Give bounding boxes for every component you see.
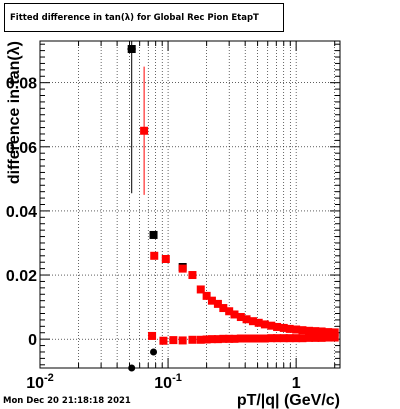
data-point bbox=[148, 331, 157, 340]
data-point bbox=[324, 328, 333, 337]
data-point bbox=[230, 334, 239, 343]
data-point bbox=[213, 299, 222, 308]
series-2 bbox=[140, 66, 339, 337]
data-point bbox=[298, 334, 307, 343]
data-point bbox=[285, 324, 294, 333]
data-point bbox=[248, 334, 257, 343]
data-point bbox=[178, 336, 187, 345]
series-3 bbox=[148, 331, 339, 345]
data-point bbox=[178, 264, 187, 273]
data-point bbox=[202, 335, 211, 344]
data-point bbox=[161, 255, 170, 263]
data-point bbox=[279, 334, 288, 343]
data-point bbox=[219, 304, 228, 313]
data-point bbox=[207, 335, 216, 344]
y-tick-label: 0.06 bbox=[6, 140, 37, 157]
data-point bbox=[236, 313, 245, 322]
plot-frame bbox=[39, 40, 341, 369]
data-point bbox=[267, 321, 276, 330]
data-point bbox=[248, 317, 257, 326]
y-axis-label: difference in tan(λ) bbox=[6, 41, 23, 184]
data-marks bbox=[127, 41, 339, 372]
data-point bbox=[202, 291, 211, 300]
data-point bbox=[260, 320, 269, 329]
data-point bbox=[260, 334, 269, 343]
axis-ticks bbox=[39, 41, 340, 368]
data-point bbox=[292, 325, 301, 334]
grid bbox=[39, 41, 340, 368]
y-tick-label: 0.04 bbox=[6, 204, 37, 221]
data-point bbox=[254, 318, 263, 327]
data-point bbox=[279, 323, 288, 332]
data-point bbox=[230, 310, 239, 319]
data-point bbox=[304, 326, 313, 335]
data-point bbox=[317, 333, 326, 342]
data-point bbox=[225, 334, 234, 343]
timestamp-footer: Mon Dec 20 21:18:18 2021 bbox=[3, 396, 131, 406]
series-1 bbox=[127, 348, 158, 372]
data-point bbox=[128, 364, 136, 372]
data-point bbox=[127, 45, 136, 54]
x-tick-label: 10-2 bbox=[26, 372, 54, 392]
x-tick-label: 10-1 bbox=[154, 372, 182, 392]
y-tick-label: 0.02 bbox=[6, 268, 37, 285]
data-point bbox=[242, 315, 251, 324]
data-point bbox=[196, 335, 205, 344]
data-point bbox=[292, 334, 301, 343]
data-point bbox=[285, 334, 294, 343]
chart-title-box: Fitted difference in tan(λ) for Global R… bbox=[4, 3, 284, 32]
data-point bbox=[196, 285, 205, 294]
data-point bbox=[324, 333, 333, 342]
data-point bbox=[159, 336, 168, 345]
data-point bbox=[236, 334, 245, 343]
data-point bbox=[188, 271, 197, 280]
data-point bbox=[140, 126, 149, 135]
data-point bbox=[150, 251, 159, 260]
x-axis-label: pT/|q| (GeV/c) bbox=[237, 392, 340, 409]
data-point bbox=[317, 327, 326, 336]
data-point bbox=[150, 348, 158, 356]
data-point bbox=[149, 230, 158, 239]
data-point bbox=[188, 335, 197, 344]
data-point bbox=[273, 334, 282, 343]
data-point bbox=[330, 333, 339, 342]
data-point bbox=[311, 327, 320, 336]
chart-title: Fitted difference in tan(λ) for Global R… bbox=[10, 12, 259, 23]
data-point bbox=[207, 296, 216, 305]
y-tick-label: 0.08 bbox=[6, 76, 37, 93]
data-point bbox=[298, 326, 307, 335]
data-point bbox=[304, 333, 313, 342]
y-tick-label: 0 bbox=[28, 332, 37, 349]
data-point bbox=[273, 322, 282, 331]
data-point bbox=[219, 334, 228, 343]
data-point bbox=[267, 334, 276, 343]
data-point bbox=[169, 336, 178, 345]
tick-labels: 0 0.02 0.04 0.06 0.08 10-2 10-1 1 bbox=[6, 76, 301, 392]
data-point bbox=[330, 328, 339, 337]
data-point bbox=[213, 335, 222, 344]
data-point bbox=[254, 334, 263, 343]
data-point bbox=[242, 334, 251, 343]
data-point bbox=[225, 307, 234, 316]
data-point bbox=[311, 333, 320, 342]
x-tick-label: 1 bbox=[292, 375, 301, 392]
